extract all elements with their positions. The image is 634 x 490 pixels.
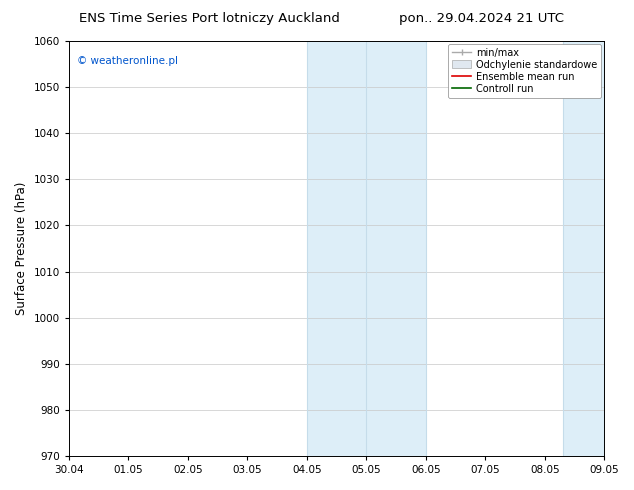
Legend: min/max, Odchylenie standardowe, Ensemble mean run, Controll run: min/max, Odchylenie standardowe, Ensembl… bbox=[448, 44, 601, 98]
Y-axis label: Surface Pressure (hPa): Surface Pressure (hPa) bbox=[15, 182, 28, 315]
Bar bbox=[562, 41, 634, 456]
Bar bbox=[307, 41, 426, 456]
Text: pon.. 29.04.2024 21 UTC: pon.. 29.04.2024 21 UTC bbox=[399, 12, 564, 25]
Text: ENS Time Series Port lotniczy Auckland: ENS Time Series Port lotniczy Auckland bbox=[79, 12, 340, 25]
Text: © weatheronline.pl: © weatheronline.pl bbox=[77, 55, 178, 66]
